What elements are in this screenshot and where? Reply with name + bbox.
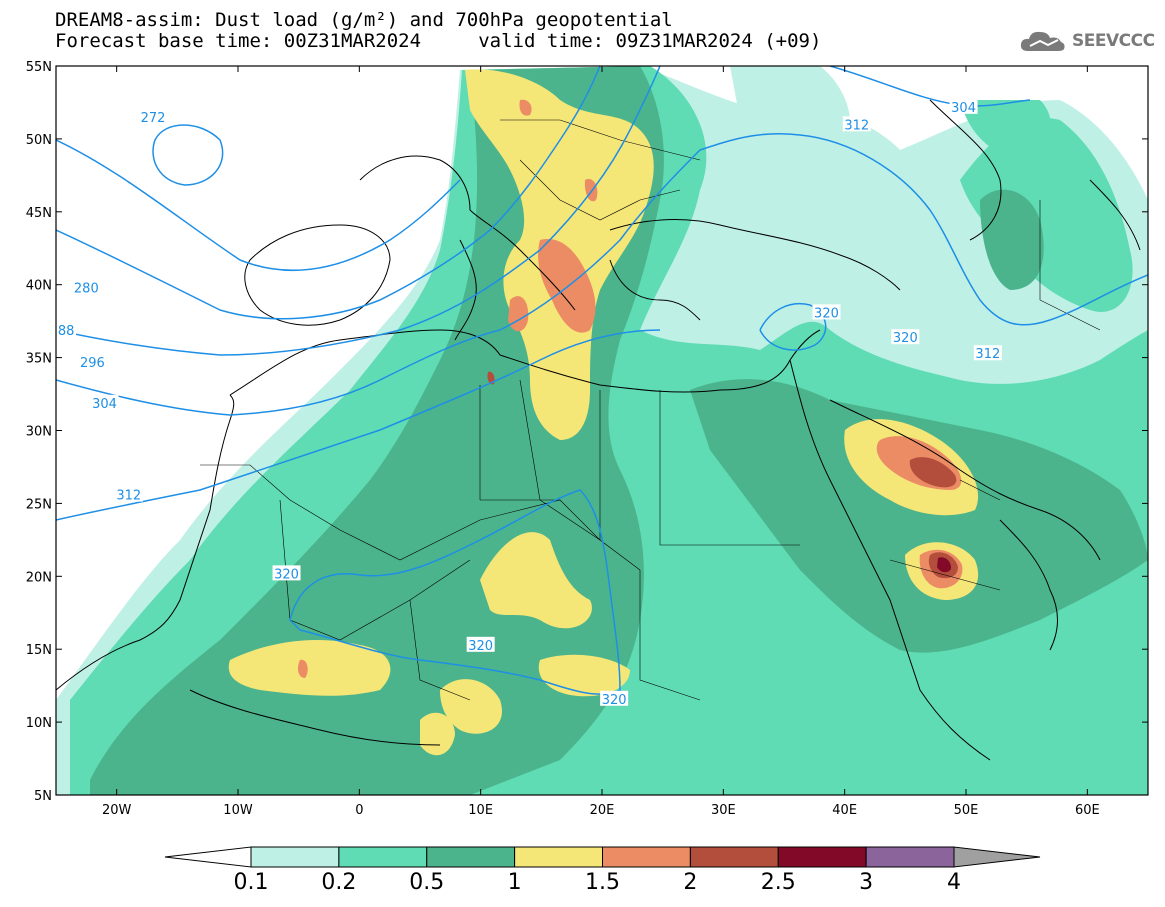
title-line-1: DREAM8-assim: Dust load (g/m²) and 700hP… xyxy=(55,9,673,31)
country-borders xyxy=(200,119,1101,701)
lat-tick-label: 35N xyxy=(26,352,52,367)
contour-label: 320 xyxy=(466,636,495,654)
lat-axis: 5N 10N 15N 20N 25N 30N 35N 40N 45N 50N 55N xyxy=(26,60,1148,804)
svg-text:288: 288 xyxy=(50,324,75,339)
contour-label: 296 xyxy=(78,353,107,371)
colorbar-label: 3 xyxy=(859,870,873,895)
seevccc-logo: SEEVCCC xyxy=(1018,27,1155,55)
colorbar-swatch xyxy=(602,846,691,868)
colorbar-swatch xyxy=(338,846,428,868)
lon-tick-label: 60E xyxy=(1075,803,1100,818)
title-block: DREAM8-assim: Dust load (g/m²) and 700hP… xyxy=(55,10,821,52)
lat-tick-label: 30N xyxy=(26,425,52,440)
svg-text:312: 312 xyxy=(116,489,141,504)
lon-tick-label: 50E xyxy=(954,803,979,818)
lat-tick-label: 45N xyxy=(26,206,52,221)
contour-label: 304 xyxy=(90,394,119,412)
cloud-icon xyxy=(1020,31,1065,51)
svg-text:304: 304 xyxy=(92,397,117,412)
dust-band-2 xyxy=(487,371,958,579)
colorbar-label: 0.1 xyxy=(234,870,269,895)
colorbar-label: 4 xyxy=(947,870,961,895)
contour-label: 272 xyxy=(139,109,168,126)
lat-tick-label: 15N xyxy=(26,643,52,658)
colorbar-label: 1 xyxy=(508,870,522,895)
colorbar-label: 0.5 xyxy=(409,870,444,895)
contour-label: 312 xyxy=(842,116,871,133)
lat-tick-label: 25N xyxy=(26,497,52,512)
colorbar-max-arrow xyxy=(953,846,1041,868)
svg-text:320: 320 xyxy=(814,306,839,321)
geopotential-contours xyxy=(56,66,1148,695)
svg-text:280: 280 xyxy=(74,282,99,297)
title-line-2: Forecast base time: 00Z31MAR2024 valid t… xyxy=(55,30,822,52)
contour-label: 320 xyxy=(600,690,629,708)
lon-tick-label: 10W xyxy=(223,803,253,818)
lon-tick-label: 10E xyxy=(468,803,493,818)
dust-band-2.5 xyxy=(937,557,952,573)
contour-label: 304 xyxy=(949,98,978,116)
colorbar-label: 0.2 xyxy=(321,870,356,895)
colorbar-swatch xyxy=(250,846,340,868)
colorbar-swatch xyxy=(426,846,516,868)
svg-text:320: 320 xyxy=(893,331,918,346)
contour-label: 320 xyxy=(891,329,920,346)
contour-label-layer: 272 280 288 296 304 312 320 320 320 320 312 304 312 3… xyxy=(50,98,1002,708)
colorbar: 0.1 0.2 0.5 1 1.5 2 2.5 3 4 xyxy=(164,846,1041,895)
svg-text:320: 320 xyxy=(468,639,493,654)
svg-text:312: 312 xyxy=(975,347,1000,362)
colorbar-label: 1.5 xyxy=(585,870,620,895)
lat-tick-label: 20N xyxy=(26,570,52,585)
lon-tick-label: 20E xyxy=(590,803,615,818)
svg-text:320: 320 xyxy=(602,693,627,708)
contour-label: 312 xyxy=(973,345,1002,362)
lon-axis: 20W 10W 0 10E 20E 30E 40E 50E 60E xyxy=(102,66,1100,818)
svg-text:320: 320 xyxy=(274,567,299,582)
lon-tick-label: 40E xyxy=(832,803,857,818)
colorbar-swatch xyxy=(514,846,603,868)
coastlines xyxy=(56,99,1141,761)
lat-tick-label: 5N xyxy=(34,789,52,804)
lat-tick-label: 50N xyxy=(26,133,52,148)
svg-text:304: 304 xyxy=(951,101,976,116)
lon-tick-label: 30E xyxy=(711,803,736,818)
colorbar-label: 2.5 xyxy=(761,870,796,895)
colorbar-label: 2 xyxy=(683,870,697,895)
lat-tick-label: 55N xyxy=(26,60,52,75)
lat-tick-label: 40N xyxy=(26,279,52,294)
lat-tick-label: 10N xyxy=(26,716,52,731)
contour-label: 312 xyxy=(114,486,143,504)
colorbar-swatch xyxy=(689,846,779,868)
colorbar-swatch xyxy=(865,846,955,868)
colorbar-min-arrow xyxy=(164,846,252,868)
contour-label: 288 xyxy=(50,321,77,339)
contour-label: 320 xyxy=(272,565,301,582)
svg-text:272: 272 xyxy=(141,111,166,126)
logo-text: SEEVCCC xyxy=(1072,31,1155,51)
lon-tick-label: 0 xyxy=(355,803,363,818)
svg-text:296: 296 xyxy=(80,356,105,371)
colorbar-swatch xyxy=(777,846,867,868)
svg-text:312: 312 xyxy=(844,118,869,133)
contour-label: 320 xyxy=(812,304,841,321)
lon-tick-label: 20W xyxy=(102,803,132,818)
contour-label: 280 xyxy=(72,279,101,297)
